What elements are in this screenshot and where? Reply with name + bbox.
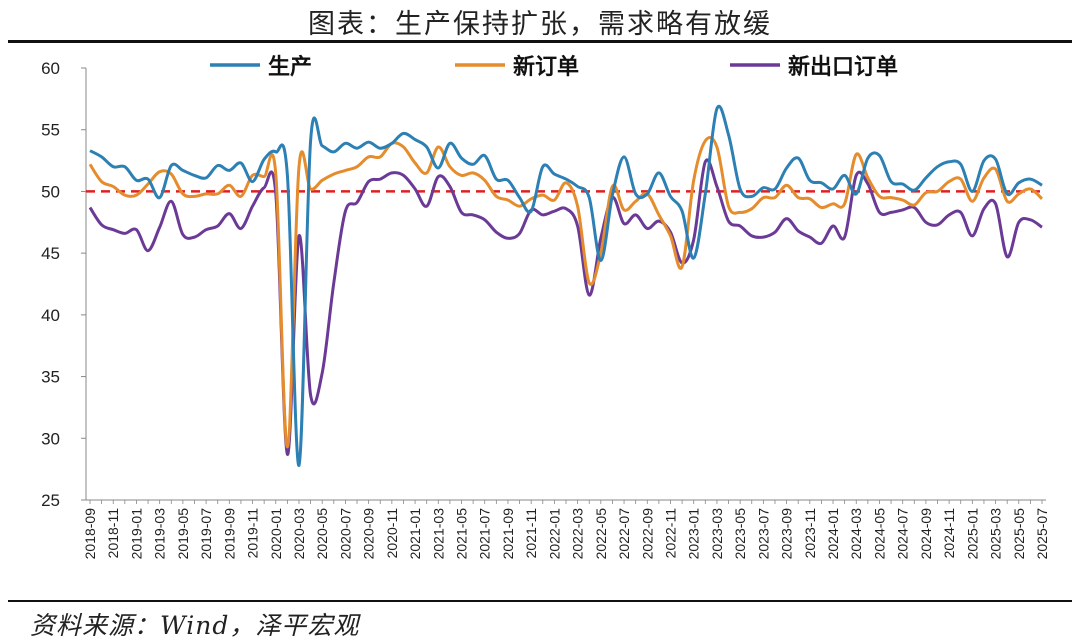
x-tick-label: 2025-07: [1034, 508, 1050, 560]
x-tick-label: 2025-05: [1011, 508, 1027, 560]
x-tick-label: 2021-07: [477, 508, 493, 560]
bottom-rule: [8, 600, 1072, 602]
y-tick-label: 50: [41, 182, 60, 201]
y-tick-label: 40: [41, 306, 60, 325]
x-tick-label: 2024-07: [895, 508, 911, 560]
axes: 25 30 35 40 45 50 55 60 2018-09 2018-11 2019-01 201…: [41, 59, 1050, 559]
x-tick-label: 2019-09: [221, 508, 237, 560]
x-tick-label: 2019-03: [152, 508, 168, 560]
x-tick-label: 2023-05: [732, 508, 748, 560]
x-tick-label: 2020-05: [314, 508, 330, 560]
legend: 生产 新订单 新出口订单: [210, 54, 898, 80]
x-tick-label: 2023-03: [709, 508, 725, 560]
x-tick-label: 2022-05: [593, 508, 609, 560]
x-tick-label: 2022-03: [570, 508, 586, 560]
x-tick-label: 2019-01: [128, 508, 144, 560]
x-tick-label: 2024-03: [848, 508, 864, 560]
series-line-2: [88, 158, 1043, 456]
plot-area: [86, 104, 1046, 467]
x-tick-label: 2024-11: [941, 508, 957, 559]
x-tick-label: 2023-09: [779, 508, 795, 560]
x-tick-label: 2022-07: [616, 508, 632, 560]
x-tick-label: 2021-09: [500, 508, 516, 560]
x-tick-label: 2021-11: [523, 508, 539, 559]
x-tick-label: 2020-11: [384, 508, 400, 559]
x-tick-label: 2020-01: [268, 508, 284, 560]
x-tick-label: 2021-05: [454, 508, 470, 560]
x-tick-label: 2020-07: [337, 508, 353, 560]
x-tick-label: 2022-01: [546, 508, 562, 560]
x-tick-label: 2025-01: [964, 508, 980, 560]
x-tick-label: 2018-11: [105, 508, 121, 559]
x-tick-label: 2020-03: [291, 508, 307, 560]
x-tick-label: 2025-03: [988, 508, 1004, 560]
x-tick-label: 2019-05: [175, 508, 191, 560]
y-tick-label: 60: [41, 59, 60, 78]
x-tick-label: 2024-09: [918, 508, 934, 560]
series-line-0: [89, 104, 1043, 467]
x-tick-label: 2019-07: [198, 508, 214, 560]
x-tick-label: 2021-03: [430, 508, 446, 560]
x-tick-label: 2023-11: [802, 508, 818, 559]
y-tick-label: 35: [41, 368, 60, 387]
source-note: 资料来源：Wind，泽平宏观: [30, 611, 360, 640]
chart-title: 图表：生产保持扩张，需求略有放缓: [308, 9, 772, 40]
x-tick-label: 2022-09: [639, 508, 655, 560]
x-tick-label: 2023-01: [686, 508, 702, 560]
x-tick-label: 2022-11: [662, 508, 678, 559]
y-tick-label: 55: [41, 121, 60, 140]
legend-label-1: 新订单: [513, 54, 579, 80]
legend-label-2: 新出口订单: [788, 54, 898, 80]
line-chart: 25 30 35 40 45 50 55 60 2018-09 2018-11 2019-01 201…: [41, 54, 1050, 559]
x-tick-label: 2019-11: [245, 508, 261, 559]
top-rule: [8, 40, 1072, 43]
x-tick-label: 2023-07: [755, 508, 771, 560]
x-tick-label: 2024-01: [825, 508, 841, 560]
x-tick-label: 2018-09: [82, 508, 98, 560]
x-tick-label: 2020-09: [361, 508, 377, 560]
y-tick-label: 30: [41, 429, 60, 448]
legend-label-0: 生产: [268, 55, 312, 80]
series-line-1: [88, 135, 1044, 449]
y-tick-label: 45: [41, 244, 60, 263]
y-tick-label: 25: [41, 491, 60, 510]
x-tick-label: 2021-01: [407, 508, 423, 560]
x-tick-label: 2024-05: [871, 508, 887, 560]
